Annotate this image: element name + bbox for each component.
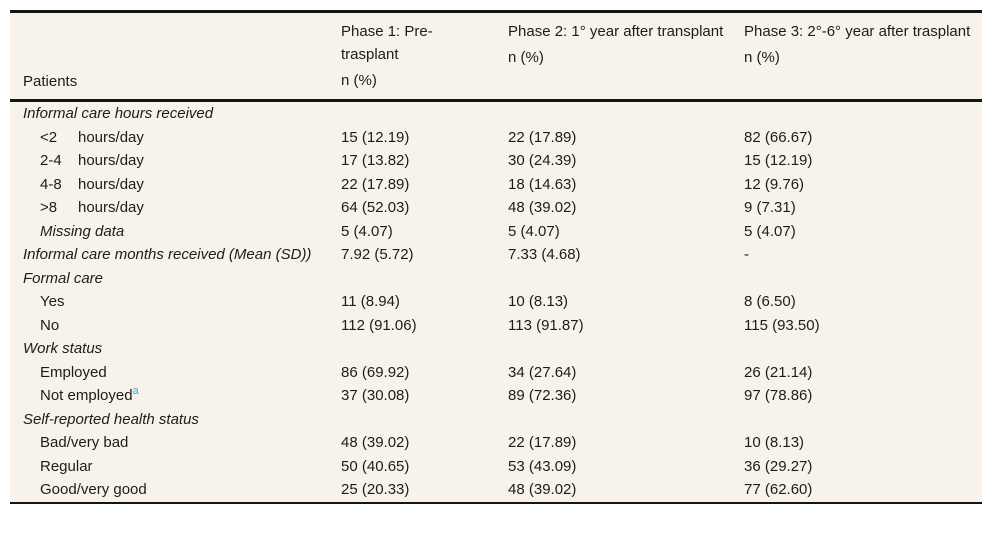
value-phase-1: 25 (20.33) [341,481,410,498]
phase-3-subtitle: n (%) [744,49,780,66]
table-row-regular: Regular 50 (40.65) 53 (43.09) 36 (29.27) [10,455,982,479]
row-label: 4-8 hours/day [10,173,341,197]
phase-2-subtitle: n (%) [508,49,544,66]
table-body: Informal care hours received <2 hours/day… [10,101,982,503]
row-label: Bad/very bad [40,434,129,451]
value-phase-2: 89 (72.36) [508,387,577,404]
section-label: Formal care [23,269,104,287]
value-phase-1: 48 (39.02) [341,434,410,451]
hours-range: 2-4 [40,152,62,169]
value-phase-3: 82 (66.67) [744,128,813,146]
value-phase-1: 86 (69.92) [341,363,410,381]
row-label: No [40,316,60,334]
value-phase-2: 30 (24.39) [508,152,577,169]
value-phase-2: 48 (39.02) [508,481,577,498]
footnote-marker-a[interactable]: a [132,385,139,397]
table-row-hours-4-8: 4-8 hours/day 22 (17.89) 18 (14.63) 12 (9… [10,173,982,197]
value-phase-2: 10 (8.13) [508,293,569,310]
value-phase-2: 5 (4.07) [508,222,560,240]
table-row-bad-very-bad: Bad/very bad 48 (39.02) 22 (17.89) 10 (8… [10,431,982,455]
value-phase-1: 7.92 (5.72) [341,246,414,263]
row-label: Regular [40,457,93,475]
phase-1-title: Phase 1: Pre-trasplant [341,23,433,63]
value-phase-1: 22 (17.89) [341,175,410,193]
section-label: Informal care hours received [23,105,214,122]
value-phase-1: 50 (40.65) [341,457,410,475]
hours-unit: hours/day [78,175,144,193]
table-row-not-employed: Not employeda 37 (30.08) 89 (72.36) 97 (… [10,384,982,408]
table-row-section-formal-care: Formal care [10,267,982,291]
column-header-phase-2: Phase 2: 1° year after transplant n (%) [508,11,744,102]
value-phase-3: 9 (7.31) [744,199,796,216]
hours-unit: hours/day [78,128,144,146]
value-phase-3: 77 (62.60) [744,481,813,498]
hours-range: <2 [40,128,58,146]
value-phase-3: 12 (9.76) [744,175,805,193]
value-phase-1: 17 (13.82) [341,152,410,169]
table-row-informal-care-months: Informal care months received (Mean (SD)… [10,243,982,267]
column-header-phase-1: Phase 1: Pre-trasplant n (%) [341,11,508,102]
column-header-phase-3: Phase 3: 2°-6° year after trasplant n (%… [744,11,982,102]
row-label: Not employeda [10,384,341,408]
value-phase-1: 64 (52.03) [341,199,410,216]
row-label: Yes [40,293,65,310]
hours-unit: hours/day [78,152,144,169]
table-row-missing-data: Missing data 5 (4.07) 5 (4.07) 5 (4.07) [10,220,982,244]
table-row-section-informal-care-hours: Informal care hours received [10,101,982,126]
value-phase-1: 5 (4.07) [341,222,393,240]
value-phase-3: - [744,246,749,263]
value-phase-3: 10 (8.13) [744,434,805,451]
value-phase-1: 15 (12.19) [341,128,410,146]
value-phase-3: 8 (6.50) [744,293,796,310]
table-row-hours-2-4: 2-4 hours/day 17 (13.82) 30 (24.39) 15 (1… [10,149,982,173]
row-label: >8 hours/day [10,196,341,220]
value-phase-2: 53 (43.09) [508,457,577,475]
value-phase-2: 18 (14.63) [508,175,577,193]
table-row-hours-lt2: <2 hours/day 15 (12.19) 22 (17.89) 82 (66… [10,126,982,150]
patients-label: Patients [23,73,78,90]
table-header: Patients Phase 1: Pre-trasplant n (%) Ph… [10,11,982,102]
value-phase-3: 115 (93.50) [744,316,820,334]
table-row-section-work-status: Work status [10,337,982,361]
value-phase-1: 37 (30.08) [341,387,410,404]
value-phase-3: 26 (21.14) [744,363,813,381]
row-label: <2 hours/day [10,126,341,150]
value-phase-3: 15 (12.19) [744,152,813,169]
phase-1-subtitle: n (%) [341,72,377,89]
row-label-text: Not employed [40,387,133,404]
row-label: 2-4 hours/day [10,149,341,173]
hours-unit: hours/day [78,199,144,216]
row-label: Employed [40,363,107,381]
table-row-formal-care-yes: Yes 11 (8.94) 10 (8.13) 8 (6.50) [10,290,982,314]
value-phase-3: 5 (4.07) [744,222,796,240]
section-label: Work status [23,340,103,357]
table-row-employed: Employed 86 (69.92) 34 (27.64) 26 (21.14… [10,361,982,385]
value-phase-2: 22 (17.89) [508,128,577,146]
phase-2-title: Phase 2: 1° year after transplant [508,23,724,40]
table-row-good-very-good: Good/very good 25 (20.33) 48 (39.02) 77 … [10,478,982,503]
table-row-formal-care-no: No 112 (91.06) 113 (91.87) 115 (93.50) [10,314,982,338]
section-label: Self-reported health status [23,410,199,428]
row-label: Informal care months received (Mean (SD)… [23,246,312,263]
table-row-hours-gt8: >8 hours/day 64 (52.03) 48 (39.02) 9 (7.3… [10,196,982,220]
value-phase-2: 113 (91.87) [508,316,584,334]
value-phase-3: 36 (29.27) [744,457,813,475]
patient-care-phases-table: Patients Phase 1: Pre-trasplant n (%) Ph… [10,10,982,504]
hours-range: 4-8 [40,175,62,193]
row-label: Missing data [40,222,125,240]
row-label: Good/very good [40,481,147,498]
value-phase-1: 11 (8.94) [341,293,400,310]
value-phase-2: 22 (17.89) [508,434,577,451]
column-header-patients: Patients [10,11,341,102]
phase-3-title: Phase 3: 2°-6° year after trasplant [744,23,971,40]
hours-range: >8 [40,199,58,216]
value-phase-2: 48 (39.02) [508,199,577,216]
value-phase-2: 34 (27.64) [508,363,577,381]
value-phase-2: 7.33 (4.68) [508,246,581,263]
table-row-section-health-status: Self-reported health status [10,408,982,432]
value-phase-1: 112 (91.06) [341,316,417,334]
header-row: Patients Phase 1: Pre-trasplant n (%) Ph… [10,11,982,102]
value-phase-3: 97 (78.86) [744,387,813,404]
